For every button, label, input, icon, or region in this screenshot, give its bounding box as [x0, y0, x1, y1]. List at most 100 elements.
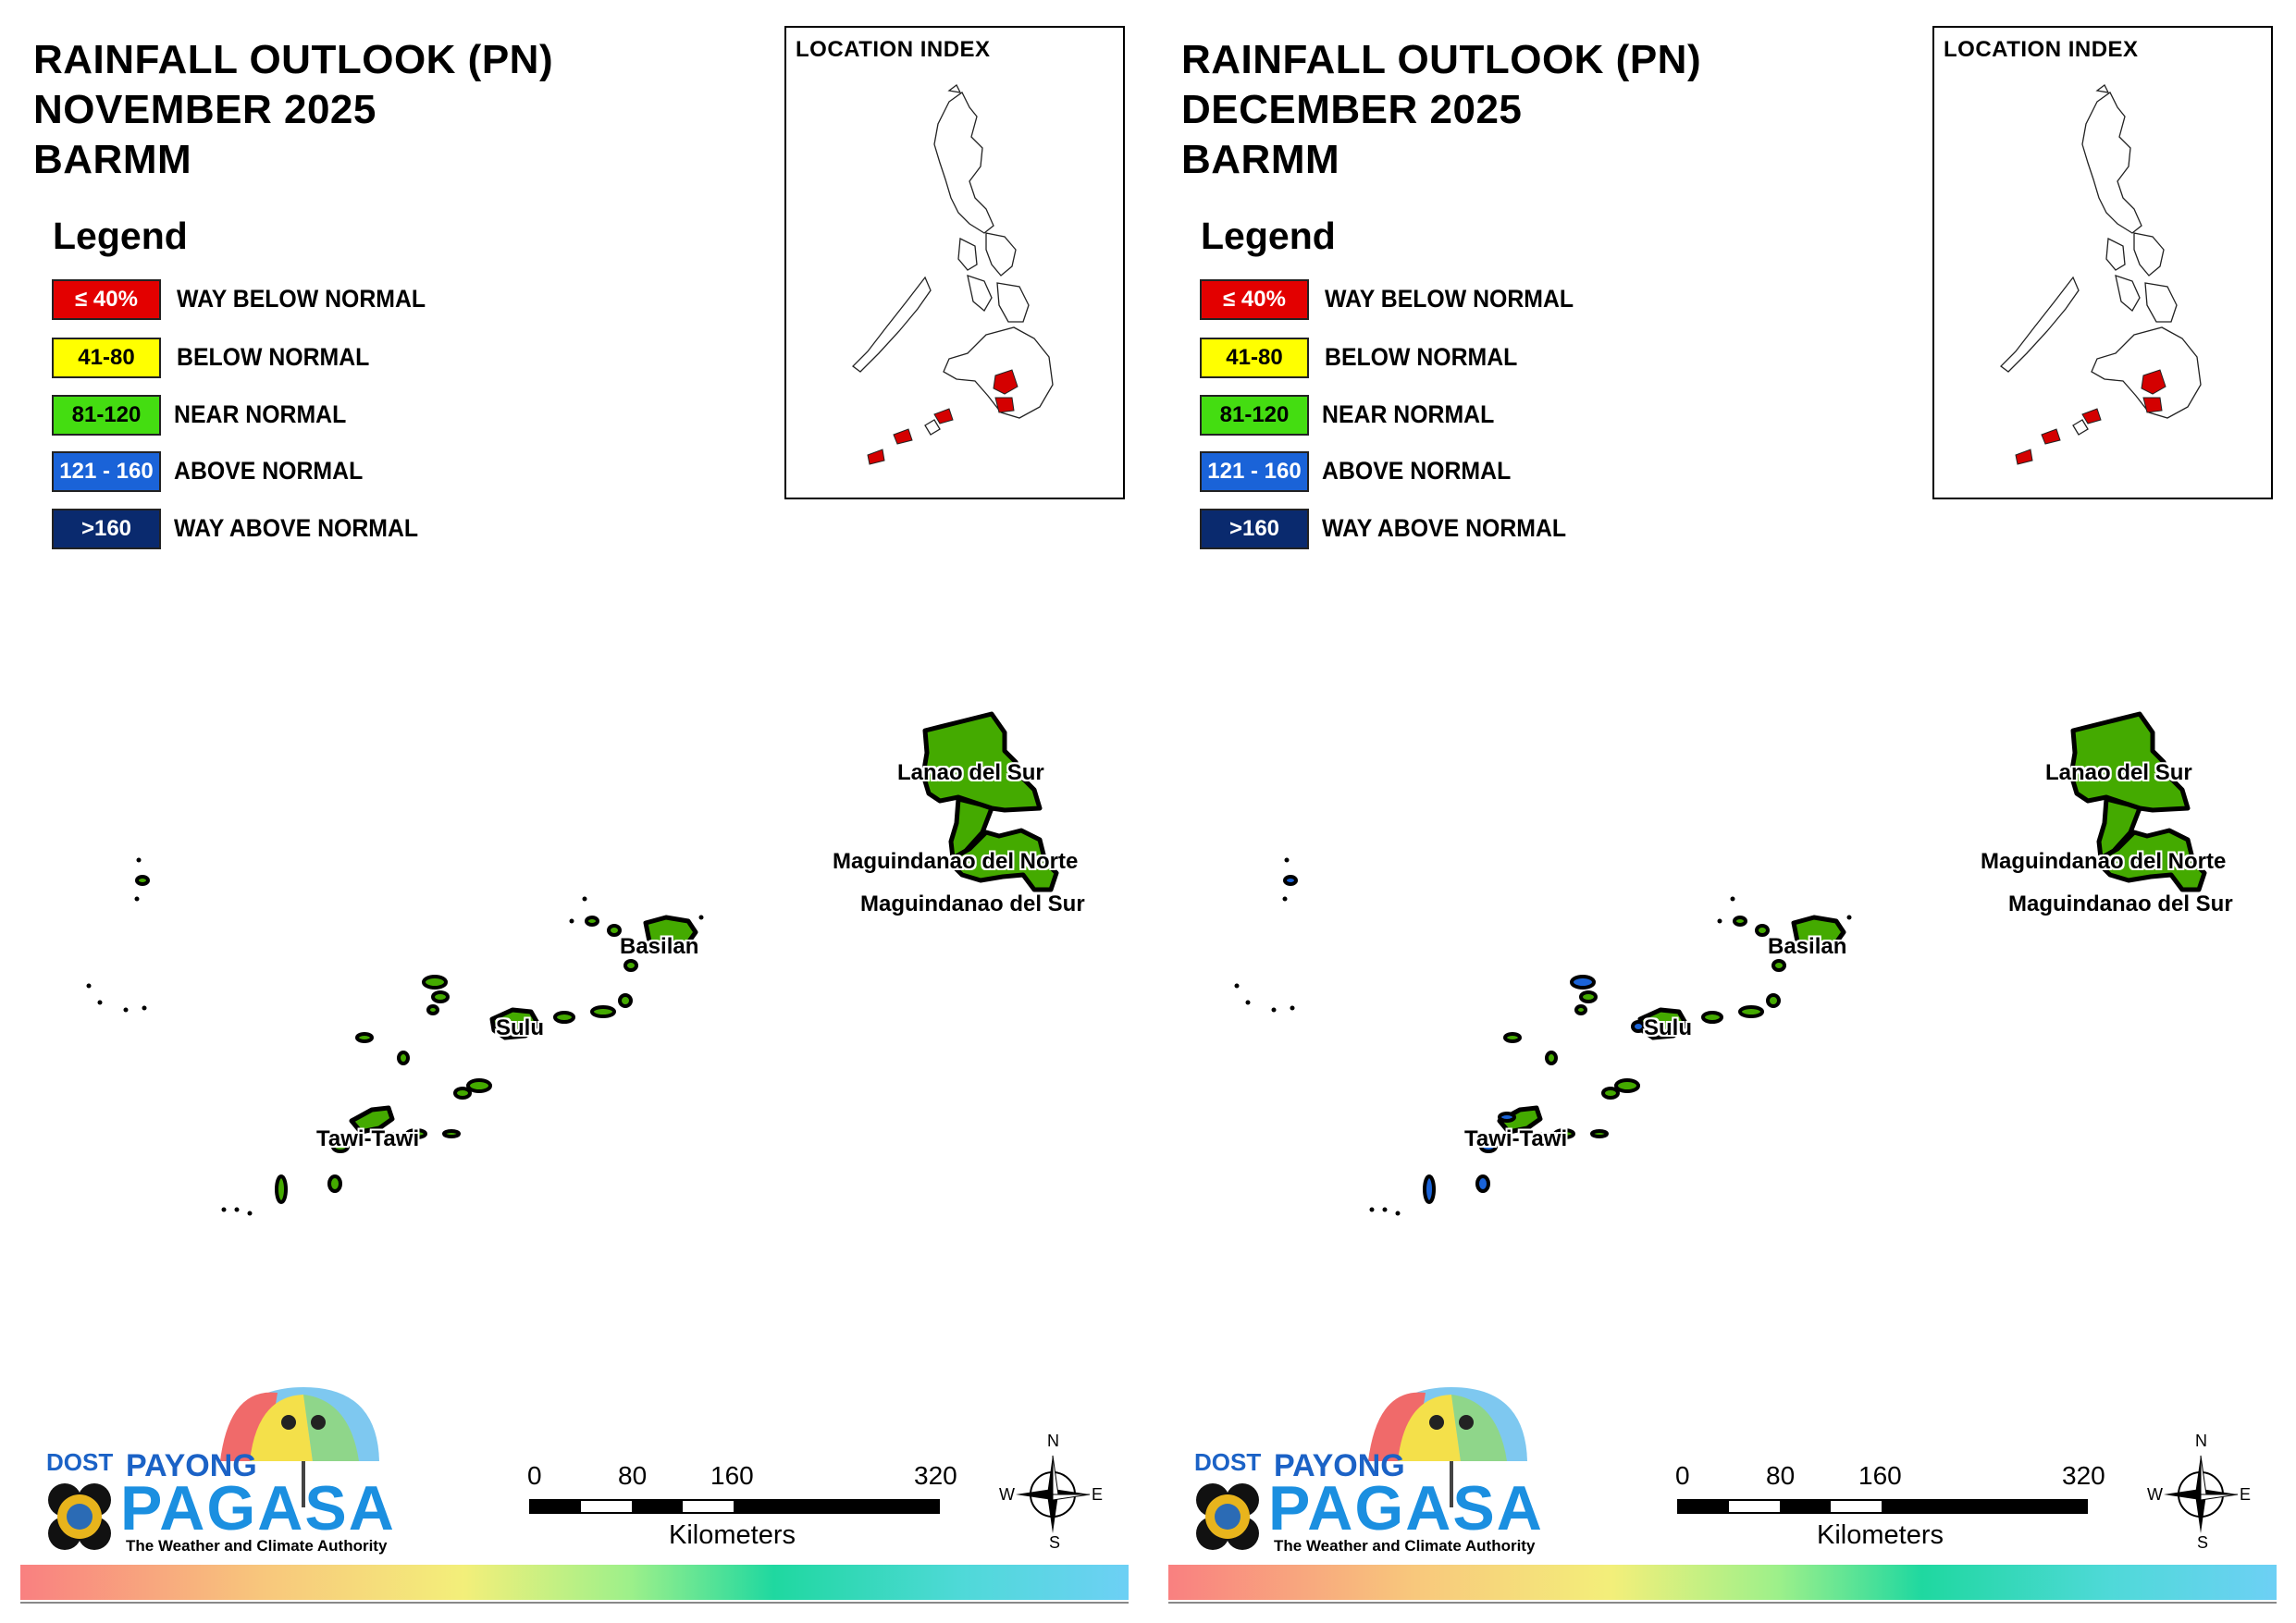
- province-lanao-del-sur: [920, 711, 1043, 813]
- compass-s: S: [2197, 1533, 2209, 1552]
- philippines-outline-map: [852, 84, 1054, 465]
- inset-highlight-sulu: [2041, 428, 2061, 445]
- label-basilan: Basilan: [1768, 934, 1847, 959]
- province-tawi-tawi: [349, 1105, 395, 1135]
- label-lanao-del-sur: Lanao del Sur: [897, 760, 1044, 785]
- province-basilan: [1791, 915, 1846, 952]
- logo-dost-text: DOST: [46, 1448, 114, 1476]
- inset-highlight-basilan: [933, 408, 954, 424]
- label-tawi-tawi: Tawi-Tawi: [1464, 1126, 1568, 1151]
- label-maguindanao-del-sur: Maguindanao del Sur: [860, 891, 1085, 916]
- inset-highlight-sulu: [893, 428, 913, 445]
- legend-label: NEAR NORMAL: [174, 400, 347, 428]
- legend-swatch: 121 - 160: [1200, 451, 1309, 492]
- logo-pagasa-text: PAGASA: [120, 1473, 396, 1543]
- legend-label: BELOW NORMAL: [177, 343, 370, 371]
- province-sulu: [1637, 1007, 1689, 1040]
- inset-title: LOCATION INDEX: [796, 37, 991, 62]
- legend-swatch: >160: [1200, 509, 1309, 549]
- legend-swatch: >160: [52, 509, 161, 549]
- legend-label: WAY BELOW NORMAL: [1325, 285, 1574, 313]
- compass-n: N: [2195, 1432, 2207, 1450]
- scale-tick-0: 0: [527, 1461, 542, 1490]
- legend-label: WAY BELOW NORMAL: [177, 285, 426, 313]
- scale-tick-160: 160: [710, 1461, 754, 1490]
- logo-tagline: The Weather and Climate Authority: [126, 1537, 388, 1555]
- payong-pagasa-logo: DOST PAYONG PAGASA The Weather and Clima…: [1183, 1387, 1542, 1568]
- legend-label: ABOVE NORMAL: [1322, 457, 1512, 485]
- legend-swatch: 41-80: [52, 338, 161, 378]
- inset-highlight-lanao: [993, 369, 1018, 395]
- logo-payong-text: PAYONG: [1274, 1448, 1405, 1483]
- location-index-inset: LOCATION INDEX: [784, 26, 1125, 499]
- compass-e: E: [2240, 1485, 2252, 1504]
- province-sulu: [489, 1007, 541, 1040]
- compass-n: N: [1047, 1432, 1059, 1450]
- footer-divider: [1168, 1602, 2277, 1604]
- inset-highlight-maguindanao: [994, 397, 1015, 413]
- label-sulu: Sulu: [1644, 1015, 1692, 1040]
- north-arrow-compass: N S E W: [2147, 1432, 2251, 1556]
- compass-rose-icon: [1016, 1455, 1091, 1533]
- title-line-2: DECEMBER 2025: [1181, 87, 1523, 132]
- philippines-outline-map: [2000, 84, 2202, 465]
- scale-tick-160: 160: [1858, 1461, 1902, 1490]
- scale-unit-label: Kilometers: [669, 1520, 796, 1550]
- title-line-2: NOVEMBER 2025: [33, 87, 376, 132]
- label-sulu: Sulu: [496, 1015, 544, 1040]
- map-title: RAINFALL OUTLOOK (PN) DECEMBER 2025 BARM…: [1181, 35, 1701, 185]
- scale-unit-label: Kilometers: [1817, 1520, 1944, 1550]
- logo-graphic: [48, 1387, 379, 1550]
- legend-swatch: ≤ 40%: [1200, 279, 1309, 320]
- legend-title: Legend: [1201, 215, 1336, 257]
- scale-bar-graphic: [1677, 1499, 2088, 1514]
- inset-highlight-tawitawi: [2015, 449, 2033, 465]
- province-basilan: [643, 915, 698, 952]
- scale-bar-graphic: [529, 1499, 940, 1514]
- logo-tagline: The Weather and Climate Authority: [1274, 1537, 1536, 1555]
- legend-label: WAY ABOVE NORMAL: [1322, 514, 1567, 542]
- compass-w: W: [999, 1485, 1015, 1504]
- north-arrow-compass: N S E W: [999, 1432, 1103, 1556]
- legend-swatch: 81-120: [1200, 395, 1309, 436]
- compass-s: S: [1049, 1533, 1061, 1552]
- scale-tick-0: 0: [1675, 1461, 1690, 1490]
- inset-highlight-maguindanao: [2142, 397, 2163, 413]
- barmm-province-map: [86, 711, 1059, 1216]
- label-maguindanao-del-norte: Maguindanao del Norte: [833, 849, 1079, 874]
- logo-payong-text: PAYONG: [126, 1448, 257, 1483]
- province-maguindanao-del-sur: [2098, 828, 2207, 892]
- inset-highlight-lanao: [2141, 369, 2166, 395]
- small-islands: [135, 875, 638, 1204]
- inset-highlight-basilan: [2081, 408, 2102, 424]
- compass-rose-icon: [2164, 1455, 2239, 1533]
- color-strip: [20, 1565, 1129, 1600]
- legend-swatch: 121 - 160: [52, 451, 161, 492]
- color-strip: [1168, 1565, 2277, 1600]
- barmm-province-map: [1234, 711, 2207, 1216]
- legend-title: Legend: [53, 215, 188, 257]
- inset-title: LOCATION INDEX: [1944, 37, 2139, 62]
- logo-dost-text: DOST: [1194, 1448, 1262, 1476]
- compass-w: W: [2147, 1485, 2163, 1504]
- title-line-3: BARMM: [1181, 137, 1340, 182]
- label-maguindanao-del-norte: Maguindanao del Norte: [1981, 849, 2227, 874]
- footer-divider: [20, 1602, 1129, 1604]
- province-tawi-tawi: [1497, 1105, 1543, 1135]
- label-basilan: Basilan: [620, 934, 699, 959]
- legend-swatch: ≤ 40%: [52, 279, 161, 320]
- location-index-inset: LOCATION INDEX: [1932, 26, 2273, 499]
- outlook-panel-december: RAINFALL OUTLOOK (PN) DECEMBER 2025 BARM…: [1148, 0, 2296, 1623]
- legend-label: ABOVE NORMAL: [174, 457, 364, 485]
- province-lanao-del-sur: [2068, 711, 2191, 813]
- logo-graphic: [1196, 1387, 1527, 1550]
- scale-tick-320: 320: [2062, 1461, 2105, 1490]
- legend-swatch: 81-120: [52, 395, 161, 436]
- title-line-3: BARMM: [33, 137, 192, 182]
- scale-tick-80: 80: [1766, 1461, 1796, 1490]
- label-lanao-del-sur: Lanao del Sur: [2045, 760, 2192, 785]
- title-line-1: RAINFALL OUTLOOK (PN): [1181, 37, 1702, 82]
- scale-tick-320: 320: [914, 1461, 957, 1490]
- logo-pagasa-text: PAGASA: [1268, 1473, 1544, 1543]
- inset-highlight-tawitawi: [867, 449, 885, 465]
